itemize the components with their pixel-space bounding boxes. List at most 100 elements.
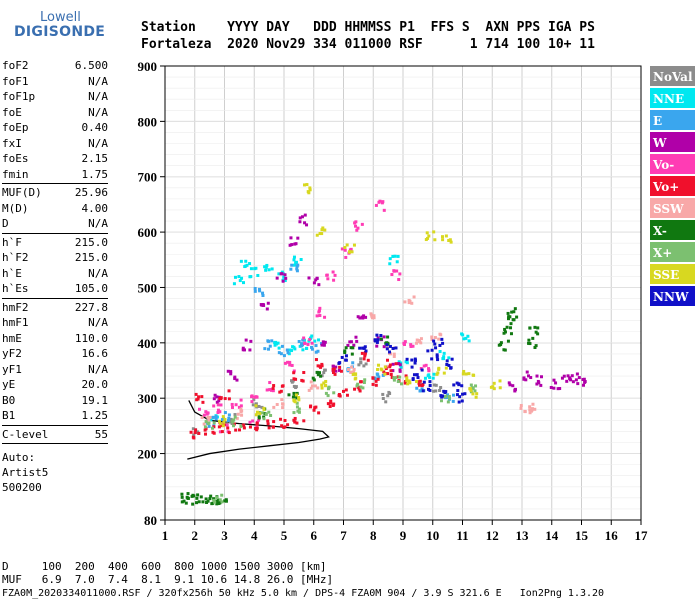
data-point: [288, 363, 292, 367]
param-name: yF2: [2, 347, 22, 360]
data-point: [438, 343, 442, 347]
data-point: [432, 339, 436, 343]
data-point: [201, 400, 205, 404]
profile-curve: [187, 400, 330, 460]
data-point: [279, 417, 283, 421]
data-point: [461, 372, 465, 376]
data-point: [533, 325, 537, 329]
data-point: [467, 339, 471, 343]
data-point: [292, 255, 296, 259]
data-point: [426, 236, 430, 240]
data-point: [267, 347, 271, 351]
data-point: [438, 388, 442, 392]
data-point: [442, 355, 446, 359]
data-point: [248, 348, 252, 352]
data-point: [458, 395, 462, 399]
data-point: [394, 376, 398, 380]
data-point: [320, 343, 324, 347]
data-point: [314, 278, 318, 282]
data-point: [221, 415, 225, 419]
x-tick-label: 4: [251, 528, 258, 543]
data-point: [307, 339, 311, 343]
legend-item: SSW: [650, 198, 695, 220]
data-point: [377, 363, 381, 367]
data-point: [433, 342, 437, 346]
data-point: [358, 389, 362, 393]
data-point: [377, 375, 381, 379]
param-row: h`E N/A: [2, 266, 108, 282]
data-point: [463, 392, 467, 396]
data-point: [320, 386, 324, 390]
data-point: [311, 376, 315, 380]
data-point: [346, 343, 350, 347]
data-point: [263, 347, 267, 351]
data-point: [405, 378, 409, 382]
data-point: [258, 289, 262, 293]
data-point: [411, 344, 415, 348]
legend-item: SSE: [650, 264, 695, 286]
data-point: [281, 272, 285, 276]
data-point: [197, 395, 201, 399]
param-value: N/A: [88, 105, 108, 119]
data-point: [530, 407, 534, 411]
data-point: [354, 335, 358, 339]
data-point: [471, 392, 475, 396]
data-point: [415, 386, 419, 390]
param-name: B1: [2, 409, 16, 422]
data-point: [213, 393, 217, 397]
data-point: [536, 332, 540, 336]
data-point: [323, 315, 327, 319]
data-point: [376, 367, 380, 371]
data-point: [358, 316, 362, 320]
data-point: [403, 340, 407, 344]
param-value: 6.500: [74, 59, 108, 72]
x-tick-label: 6: [311, 528, 318, 543]
data-point: [354, 224, 358, 228]
data-point: [248, 262, 252, 266]
data-point: [492, 381, 496, 385]
data-point: [218, 498, 222, 502]
data-point: [416, 380, 420, 384]
data-point: [346, 368, 350, 372]
data-point: [298, 216, 302, 220]
data-point: [257, 416, 261, 420]
data-point: [433, 336, 437, 340]
data-point: [427, 368, 431, 372]
data-point: [223, 397, 227, 401]
data-point: [295, 391, 299, 395]
data-point: [236, 412, 240, 416]
data-point: [225, 423, 229, 427]
data-point: [509, 326, 513, 330]
data-point: [460, 399, 464, 403]
data-point: [445, 362, 449, 366]
data-point: [213, 500, 217, 504]
parameter-panel: foF2 6.500 foF1 N/A foF1p N/A foE N/A foEp 0.40 fx…: [2, 58, 108, 495]
data-point: [251, 403, 255, 407]
data-point: [227, 413, 231, 417]
data-point: [262, 415, 266, 419]
data-point: [265, 307, 269, 311]
data-point: [290, 349, 294, 353]
param-name: h`Es: [2, 282, 29, 295]
x-tick-label: 2: [192, 528, 199, 543]
data-point: [289, 236, 293, 240]
data-point: [552, 378, 556, 382]
data-point: [439, 399, 443, 403]
data-point: [272, 384, 276, 388]
data-point: [469, 388, 473, 392]
data-point: [283, 273, 287, 277]
data-point: [497, 343, 501, 347]
data-point: [308, 186, 312, 190]
data-point: [191, 427, 195, 431]
data-point: [219, 403, 223, 407]
data-point: [577, 376, 581, 380]
data-point: [539, 375, 543, 379]
data-point: [420, 387, 424, 391]
param-separator: [2, 232, 108, 234]
data-point: [253, 286, 257, 290]
data-point: [566, 374, 570, 378]
data-point: [511, 384, 515, 388]
param-name: foEs: [2, 152, 29, 165]
data-point: [275, 276, 279, 280]
data-point: [376, 377, 380, 381]
